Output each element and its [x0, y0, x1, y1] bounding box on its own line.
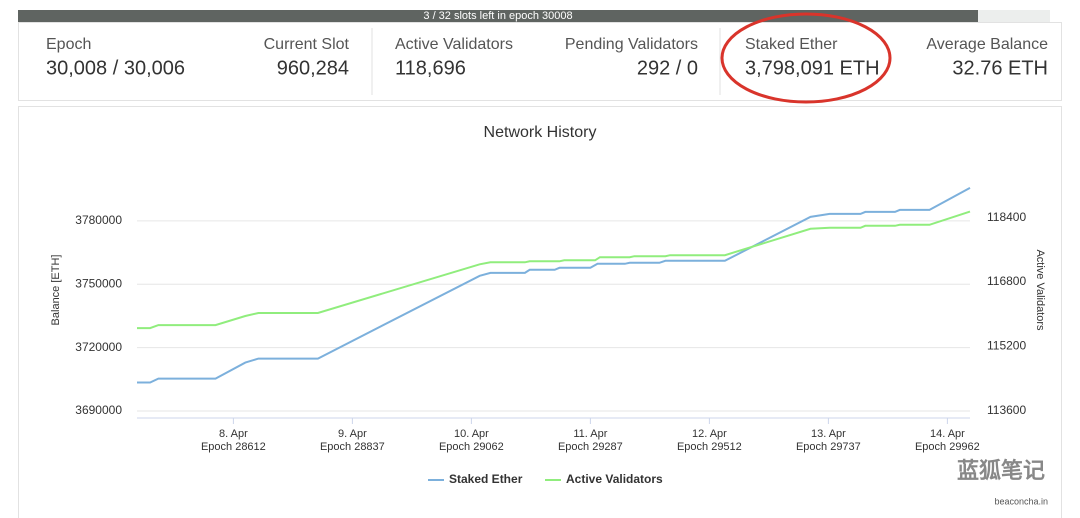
- x-tick-label: 12. Apr: [692, 428, 727, 440]
- x-tick-label: 10. Apr: [454, 428, 489, 440]
- source: beaconcha.in: [994, 496, 1048, 506]
- stat-value: 3,798,091 ETH: [745, 57, 880, 79]
- stat-value: 292 / 0: [637, 57, 698, 79]
- stat-value: 960,284: [277, 57, 349, 79]
- chart-title: Network History: [484, 124, 597, 141]
- legend-label: Staked Ether: [449, 472, 523, 486]
- y-tick-label: 3720000: [75, 340, 122, 354]
- x-tick-sublabel: Epoch 28612: [201, 441, 266, 453]
- stat-value: 30,008 / 30,006: [46, 57, 185, 79]
- x-tick-sublabel: Epoch 28837: [320, 441, 385, 453]
- y-tick-label: 3690000: [75, 403, 122, 417]
- watermark: 蓝狐笔记: [957, 458, 1045, 483]
- highlight-circle: [720, 12, 892, 104]
- y-axis-label: Balance [ETH]: [50, 255, 62, 326]
- x-tick-sublabel: Epoch 29962: [915, 441, 980, 453]
- y2-axis-label: Active Validators: [1034, 249, 1046, 331]
- x-tick-label: 8. Apr: [219, 428, 248, 440]
- series-line: [137, 210, 971, 330]
- stat-value: 118,696: [395, 57, 466, 79]
- y2-tick-label: 118400: [987, 210, 1026, 224]
- stat-label: Pending Validators: [565, 36, 698, 53]
- stat-label: Active Validators: [395, 36, 513, 53]
- x-tick-sublabel: Epoch 29287: [558, 441, 623, 453]
- y2-tick-label: 113600: [987, 403, 1026, 417]
- x-tick-sublabel: Epoch 29512: [677, 441, 742, 453]
- x-tick-label: 13. Apr: [811, 428, 846, 440]
- epoch-progress: [18, 10, 978, 22]
- y2-tick-label: 115200: [987, 339, 1026, 353]
- y2-tick-label: 116800: [987, 274, 1026, 288]
- stat-label: Average Balance: [926, 36, 1048, 53]
- x-tick-label: 11. Apr: [573, 428, 607, 440]
- x-tick-label: 9. Apr: [338, 428, 367, 440]
- x-tick-sublabel: Epoch 29737: [796, 441, 861, 453]
- stat-label: Epoch: [46, 36, 91, 53]
- x-tick-sublabel: Epoch 29062: [439, 441, 504, 453]
- stats-panel: [18, 22, 1062, 101]
- legend-label: Active Validators: [566, 472, 663, 486]
- x-tick-label: 14. Apr: [930, 428, 965, 440]
- stat-value: 32.76 ETH: [952, 57, 1048, 79]
- y-tick-label: 3780000: [75, 213, 122, 227]
- progress-rest: [978, 10, 1050, 22]
- series-line: [137, 187, 971, 384]
- y-tick-label: 3750000: [75, 276, 122, 290]
- banner: 3 / 32 slots left in epoch 30008: [423, 10, 572, 22]
- stat-label: Current Slot: [264, 36, 350, 53]
- stat-label: Staked Ether: [745, 36, 838, 53]
- chart-panel: [18, 106, 1062, 518]
